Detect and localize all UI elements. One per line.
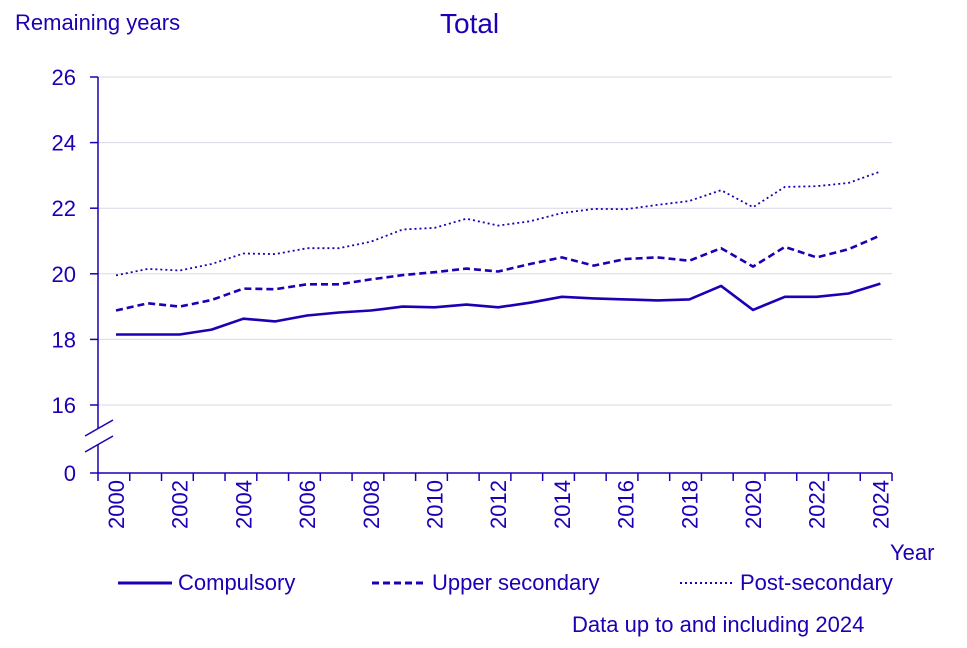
series-line-upper-secondary xyxy=(115,234,881,312)
x-tick-label: 2018 xyxy=(677,480,702,529)
y-tick-label: 16 xyxy=(52,393,76,418)
grid-lines xyxy=(98,76,892,406)
axis-break-mark xyxy=(84,435,114,453)
x-axis-title: Year xyxy=(890,540,935,565)
series-line-post-secondary xyxy=(115,170,881,277)
legend-item-compulsory: Compulsory xyxy=(118,568,295,598)
x-tick-label: 2024 xyxy=(868,480,893,529)
x-tick-label: 2004 xyxy=(231,480,256,529)
x-tick-label: 2010 xyxy=(423,480,448,529)
y-axis-title: Remaining years xyxy=(15,10,181,35)
footnote: Data up to and including 2024 xyxy=(572,612,865,637)
y-tick-label: 24 xyxy=(52,131,76,156)
x-tick-label: 2014 xyxy=(550,480,575,529)
legend-label: Upper secondary xyxy=(432,570,600,595)
x-tick-label: 2006 xyxy=(295,480,320,529)
series-lines xyxy=(115,170,881,336)
x-tick-label: 2020 xyxy=(741,480,766,529)
y-tick-labels: 26 24 22 20 18 16 0 xyxy=(52,65,76,486)
chart-title: Total xyxy=(440,8,500,39)
y-tick-label: 20 xyxy=(52,262,76,287)
x-tick-label: 2016 xyxy=(614,480,639,529)
x-tick-label: 2022 xyxy=(805,480,830,529)
x-tick-label: 2008 xyxy=(359,480,384,529)
x-tick-label: 2012 xyxy=(486,480,511,529)
legend-label: Post-secondary xyxy=(740,570,893,595)
legend-dashed-line-icon xyxy=(372,581,426,585)
y-tick-label: 18 xyxy=(52,327,76,352)
legend-solid-line-icon xyxy=(118,581,172,585)
x-tick-label: 2000 xyxy=(104,480,129,529)
y-tick-label: 0 xyxy=(64,461,76,486)
x-tick-labels: 2000 2002 2004 2006 2008 2010 2012 2014 2016 2018… xyxy=(104,480,893,529)
y-tick-label: 26 xyxy=(52,65,76,90)
legend-dotted-line-icon xyxy=(680,582,734,584)
legend-label: Compulsory xyxy=(178,570,296,595)
series-line-compulsory xyxy=(116,282,881,336)
axis-break-mark xyxy=(84,419,114,437)
legend-item-post-secondary: Post-secondary xyxy=(680,568,893,598)
legend-item-upper-secondary: Upper secondary xyxy=(372,568,600,598)
y-tick-label: 22 xyxy=(52,196,76,221)
axes xyxy=(84,76,893,481)
x-tick-label: 2002 xyxy=(168,480,193,529)
legend: Compulsory Upper secondary Post-secondar… xyxy=(0,568,967,600)
